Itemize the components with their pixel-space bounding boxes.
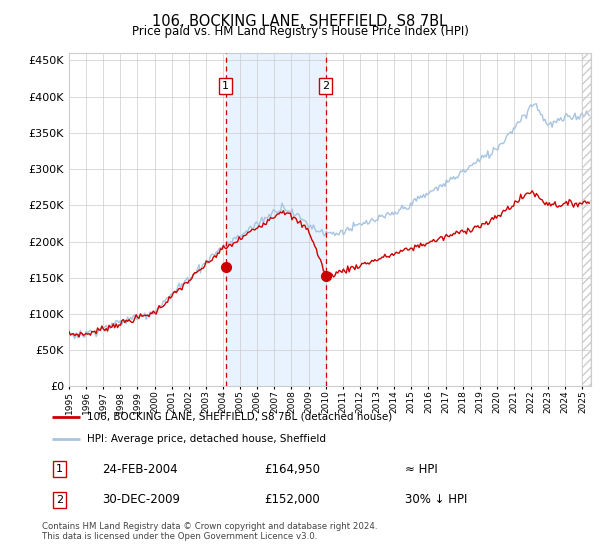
Text: ≈ HPI: ≈ HPI xyxy=(405,463,437,475)
Text: 30-DEC-2009: 30-DEC-2009 xyxy=(103,493,181,506)
Text: Price paid vs. HM Land Registry's House Price Index (HPI): Price paid vs. HM Land Registry's House … xyxy=(131,25,469,38)
Text: 2: 2 xyxy=(56,495,63,505)
Text: 1: 1 xyxy=(56,464,63,474)
Text: 24-FEB-2004: 24-FEB-2004 xyxy=(103,463,178,475)
Text: 30% ↓ HPI: 30% ↓ HPI xyxy=(405,493,467,506)
Bar xyxy=(226,53,326,386)
Text: 2: 2 xyxy=(322,81,329,91)
Text: £164,950: £164,950 xyxy=(264,463,320,475)
Text: 106, BOCKING LANE, SHEFFIELD, S8 7BL: 106, BOCKING LANE, SHEFFIELD, S8 7BL xyxy=(152,14,448,29)
Text: £152,000: £152,000 xyxy=(264,493,320,506)
Text: 106, BOCKING LANE, SHEFFIELD, S8 7BL (detached house): 106, BOCKING LANE, SHEFFIELD, S8 7BL (de… xyxy=(88,412,392,422)
Text: 1: 1 xyxy=(222,81,229,91)
Text: Contains HM Land Registry data © Crown copyright and database right 2024.
This d: Contains HM Land Registry data © Crown c… xyxy=(42,522,377,542)
Text: HPI: Average price, detached house, Sheffield: HPI: Average price, detached house, Shef… xyxy=(88,434,326,444)
